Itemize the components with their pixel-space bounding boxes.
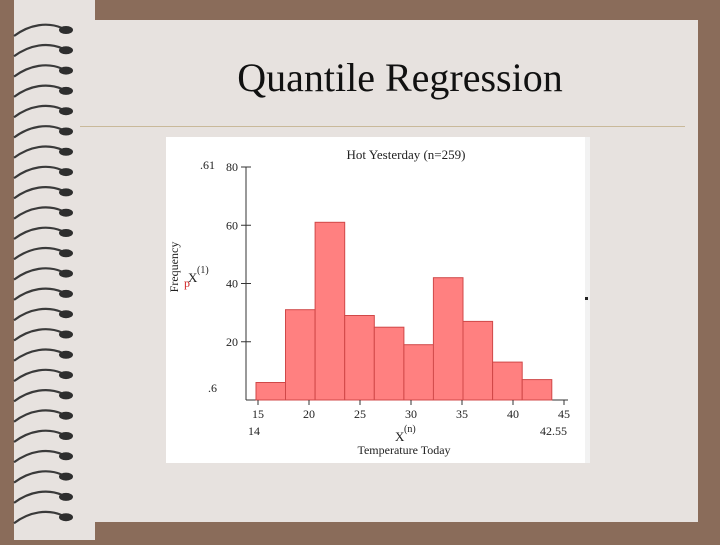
histogram-bar-10 xyxy=(521,379,553,401)
annotation-x-right: 42.55 xyxy=(540,424,567,438)
binding-ring xyxy=(13,490,63,504)
binding-ring xyxy=(13,267,63,281)
binding-ring xyxy=(13,510,63,525)
binding-ring xyxy=(13,348,63,362)
binding-ring xyxy=(13,307,63,322)
binding-ring xyxy=(13,409,63,423)
annotation-x1-sub: (1) xyxy=(197,265,209,276)
binding-ring xyxy=(13,328,63,342)
binding-ring xyxy=(13,64,63,78)
binding-hole xyxy=(59,269,73,278)
binding-ring xyxy=(13,165,63,179)
histogram-bar-1 xyxy=(255,382,287,401)
binding-hole xyxy=(59,168,73,177)
x-tick-label: 30 xyxy=(405,407,417,421)
binding-ring xyxy=(13,246,63,261)
binding-ring xyxy=(13,287,63,301)
binding-hole xyxy=(59,147,73,156)
binding-hole xyxy=(59,492,73,501)
binding-ring xyxy=(13,449,63,464)
slide-title: Quantile Regression xyxy=(237,55,563,100)
binding-ring xyxy=(13,84,63,98)
annotation-x-left: 14 xyxy=(248,424,260,438)
y-tick-label: 40 xyxy=(226,277,238,291)
annotation-x1: X xyxy=(188,270,198,285)
annotation-p: p xyxy=(184,276,190,290)
binding-ring xyxy=(13,470,63,484)
figure-edge xyxy=(585,137,590,463)
binding-hole xyxy=(59,86,73,95)
x-tick-label: 20 xyxy=(303,407,315,421)
binding-hole xyxy=(59,208,73,217)
binding-hole xyxy=(59,391,73,400)
x-tick-label: 15 xyxy=(252,407,264,421)
annotation-y-top: .61 xyxy=(200,158,215,172)
spiral-binding xyxy=(0,0,95,540)
binding-hole xyxy=(59,452,73,461)
binding-ring xyxy=(13,23,63,37)
binding-hole xyxy=(59,411,73,420)
binding-ring xyxy=(13,145,63,159)
binding-ring xyxy=(13,226,63,240)
histogram-bar-2 xyxy=(285,309,316,401)
binding-ring xyxy=(13,125,63,139)
binding-ring xyxy=(13,186,63,200)
x-axis-label: Temperature Today xyxy=(357,443,450,457)
histogram-bar-7 xyxy=(432,277,464,401)
histogram-chart: Hot Yesterday (n=259) Frequency Temperat… xyxy=(167,147,570,457)
binding-hole xyxy=(59,371,73,380)
spiral-binding-icon xyxy=(13,23,73,525)
y-tick-label: 80 xyxy=(226,160,238,174)
x-tick-label: 25 xyxy=(354,407,366,421)
histogram-bar-6 xyxy=(403,344,434,401)
binding-hole xyxy=(59,229,73,237)
binding-hole xyxy=(59,188,73,197)
binding-hole xyxy=(59,289,73,298)
histogram-bar-8 xyxy=(462,320,494,401)
histogram-bar-5 xyxy=(373,326,405,401)
binding-ring xyxy=(13,43,63,58)
histogram-figure: Hot Yesterday (n=259) Frequency Temperat… xyxy=(166,137,590,463)
histogram-bar-4 xyxy=(344,315,375,401)
binding-ring xyxy=(13,368,63,382)
histogram-bar-9 xyxy=(492,361,523,401)
binding-hole xyxy=(59,513,73,522)
binding-ring xyxy=(13,104,63,119)
binding-hole xyxy=(59,350,73,359)
binding-ring xyxy=(13,206,63,220)
binding-hole xyxy=(59,26,73,34)
binding-hole xyxy=(59,66,73,75)
binding-hole xyxy=(59,432,73,440)
x-tick-label: 35 xyxy=(456,407,468,421)
binding-ring xyxy=(13,429,63,443)
y-tick-label: 20 xyxy=(226,335,238,349)
binding-hole xyxy=(59,472,73,481)
y-tick-label: 60 xyxy=(226,218,238,232)
x-tick-label: 45 xyxy=(558,407,570,421)
chart-bars xyxy=(255,221,553,401)
binding-hole xyxy=(59,310,73,319)
binding-hole xyxy=(59,107,73,116)
annotation-xn: X xyxy=(395,429,405,444)
binding-ring xyxy=(13,389,63,403)
title-divider xyxy=(80,126,685,127)
binding-hole xyxy=(59,249,73,258)
binding-hole xyxy=(59,46,73,55)
y-axis-label: Frequency xyxy=(167,242,181,293)
annotation-xn-sub: (n) xyxy=(404,424,416,435)
annotation-y-bottom: .6 xyxy=(208,381,217,395)
x-tick-label: 40 xyxy=(507,407,519,421)
binding-hole xyxy=(59,330,73,339)
binding-hole xyxy=(59,127,73,136)
chart-title: Hot Yesterday (n=259) xyxy=(347,147,466,162)
chart-ticks: 15 20 25 30 35 40 45 20 40 60 80 xyxy=(226,160,570,421)
histogram-bar-3 xyxy=(314,221,346,401)
stray-dot xyxy=(585,297,588,300)
